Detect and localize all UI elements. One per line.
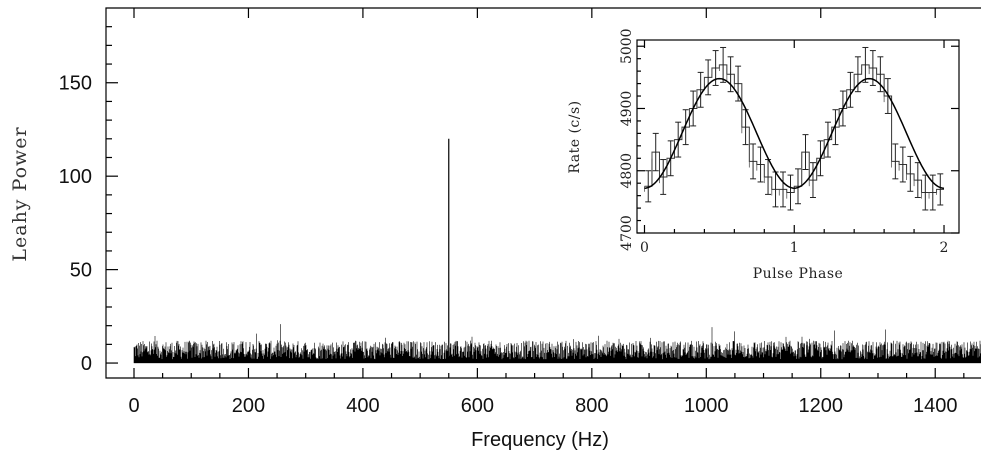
main-plot-frame	[105, 7, 981, 379]
main-x-tick-label: 200	[232, 395, 265, 417]
pulse-profile-error-bars	[644, 46, 944, 211]
inset-x-tick-label: 0	[640, 240, 649, 256]
main-x-tick-label: 1000	[684, 395, 729, 417]
inset-y-tick-label: 4700	[619, 215, 635, 251]
noise-floor-spikes	[133, 324, 981, 364]
inset-y-tick-label: 5000	[619, 28, 635, 64]
main-y-tick-label: 50	[70, 260, 92, 282]
main-x-axis-label: Frequency (Hz)	[471, 429, 609, 451]
main-x-tick-label: 600	[461, 395, 494, 417]
inset-x-axis-label: Pulse Phase	[753, 266, 844, 282]
main-x-tick-label: 800	[575, 395, 608, 417]
inset-y-tick-label: 4900	[619, 91, 635, 127]
inset-y-axis-label: Rate (c/s)	[567, 100, 583, 173]
main-x-tick-label: 1400	[913, 395, 958, 417]
pulse-profile-inset: 0 1 2 4700 4800 4900 5000 Pulse Phase Rate (c…	[567, 28, 960, 282]
main-x-tick-label: 1200	[799, 395, 844, 417]
main-y-ticks: 0 50 100 150	[59, 26, 118, 375]
main-x-tick-label: 400	[346, 395, 379, 417]
main-y-tick-label: 150	[59, 73, 92, 95]
inset-y-tick-label: 4800	[619, 153, 635, 189]
main-x-tick-label: 0	[128, 395, 139, 417]
main-y-axis-label: Leahy Power	[9, 126, 31, 261]
pulse-profile-model-curve	[644, 77, 945, 189]
main-y-tick-label: 100	[59, 166, 92, 188]
inset-x-ticks: 0 1 2	[640, 40, 948, 256]
inset-y-ticks: 4700 4800 4900 5000	[619, 28, 959, 251]
main-x-ticks: 0 200 400 600 800 1000 1200 1400	[128, 8, 965, 417]
inset-x-tick-label: 1	[790, 240, 799, 256]
noise-floor-series	[133, 324, 981, 364]
main-y-tick-label: 0	[81, 353, 92, 375]
inset-x-tick-label: 2	[940, 240, 949, 256]
